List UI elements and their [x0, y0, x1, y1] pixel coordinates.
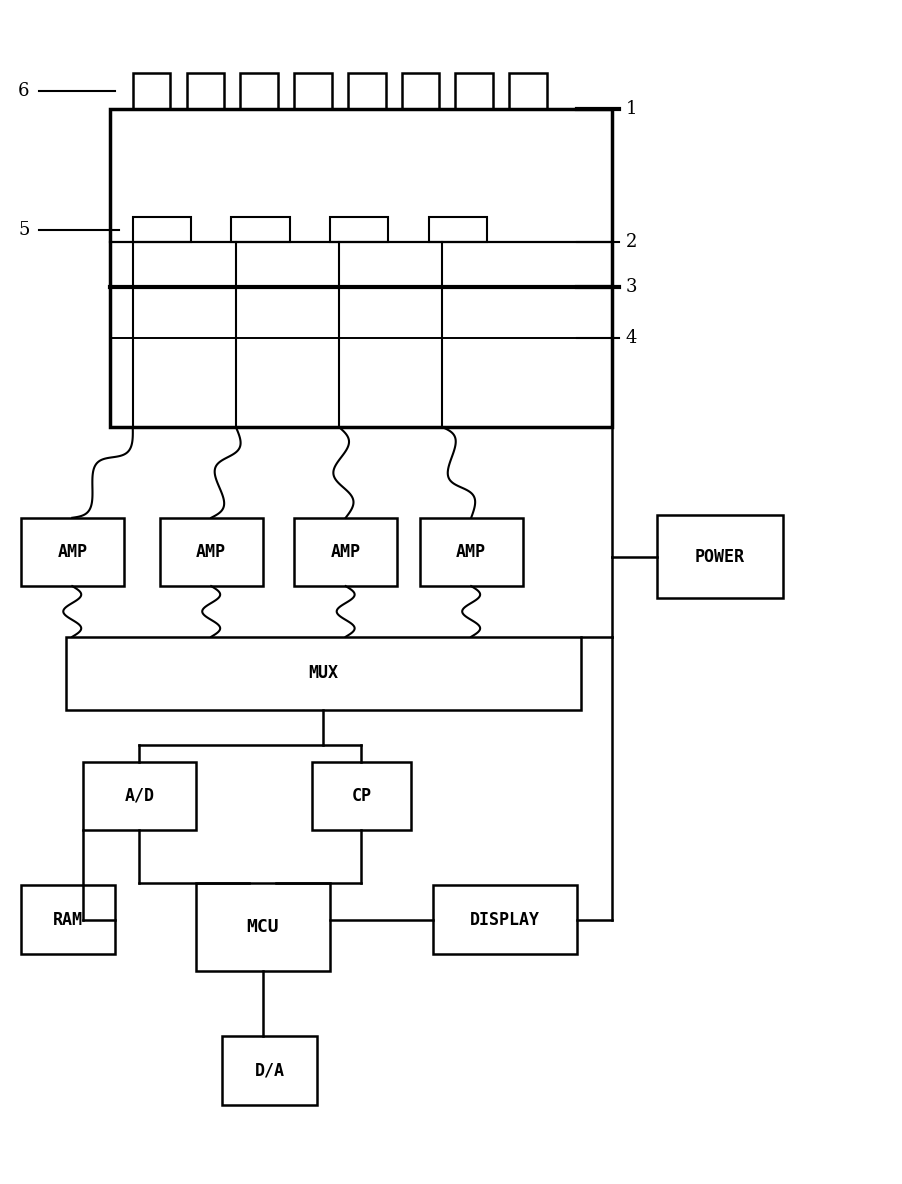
- FancyBboxPatch shape: [456, 73, 493, 109]
- FancyBboxPatch shape: [84, 761, 196, 830]
- Text: POWER: POWER: [695, 548, 745, 566]
- FancyBboxPatch shape: [223, 1036, 317, 1105]
- FancyBboxPatch shape: [21, 517, 124, 586]
- Text: 2: 2: [626, 233, 637, 251]
- FancyBboxPatch shape: [658, 515, 783, 598]
- Text: AMP: AMP: [57, 543, 87, 561]
- Text: 3: 3: [626, 278, 638, 296]
- FancyBboxPatch shape: [133, 73, 170, 109]
- FancyBboxPatch shape: [433, 886, 576, 954]
- FancyBboxPatch shape: [133, 217, 191, 243]
- FancyBboxPatch shape: [110, 109, 612, 427]
- Text: AMP: AMP: [331, 543, 361, 561]
- Text: MUX: MUX: [308, 664, 338, 682]
- FancyBboxPatch shape: [510, 73, 547, 109]
- Text: 4: 4: [626, 329, 637, 347]
- FancyBboxPatch shape: [240, 73, 278, 109]
- Text: D/A: D/A: [254, 1061, 284, 1080]
- Text: AMP: AMP: [197, 543, 226, 561]
- FancyBboxPatch shape: [419, 517, 523, 586]
- Text: AMP: AMP: [456, 543, 486, 561]
- Text: CP: CP: [352, 787, 372, 805]
- FancyBboxPatch shape: [66, 637, 581, 710]
- Text: A/D: A/D: [124, 787, 154, 805]
- FancyBboxPatch shape: [187, 73, 225, 109]
- FancyBboxPatch shape: [196, 883, 330, 971]
- FancyBboxPatch shape: [428, 217, 487, 243]
- FancyBboxPatch shape: [348, 73, 385, 109]
- Text: MCU: MCU: [246, 919, 279, 937]
- Text: 6: 6: [18, 82, 30, 101]
- FancyBboxPatch shape: [401, 73, 439, 109]
- Text: 1: 1: [626, 99, 638, 118]
- Text: RAM: RAM: [53, 910, 83, 928]
- FancyBboxPatch shape: [160, 517, 262, 586]
- FancyBboxPatch shape: [294, 517, 397, 586]
- Text: 5: 5: [18, 220, 30, 238]
- FancyBboxPatch shape: [312, 761, 410, 830]
- Text: DISPLAY: DISPLAY: [470, 910, 539, 928]
- FancyBboxPatch shape: [294, 73, 332, 109]
- FancyBboxPatch shape: [330, 217, 388, 243]
- FancyBboxPatch shape: [21, 886, 115, 954]
- FancyBboxPatch shape: [232, 217, 290, 243]
